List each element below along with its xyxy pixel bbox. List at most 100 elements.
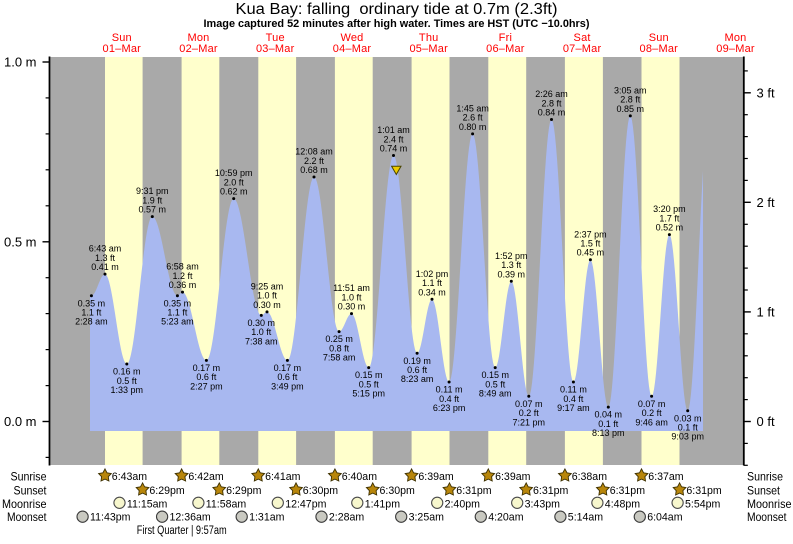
svg-text:0.11 m: 0.11 m [560, 385, 587, 395]
svg-text:0.5 m: 0.5 m [4, 234, 37, 249]
svg-text:Wed: Wed [340, 32, 363, 44]
svg-text:Moonset: Moonset [747, 510, 787, 524]
svg-text:0.41 m: 0.41 m [91, 262, 119, 272]
svg-text:11:43pm: 11:43pm [90, 512, 131, 524]
svg-text:0.57 m: 0.57 m [139, 205, 167, 215]
svg-text:2.4 ft: 2.4 ft [383, 134, 404, 144]
svg-text:0.74 m: 0.74 m [380, 144, 408, 154]
svg-text:6:04am: 6:04am [647, 512, 683, 524]
svg-text:0.4 ft: 0.4 ft [439, 394, 460, 404]
svg-text:0.6 ft: 0.6 ft [196, 372, 217, 382]
svg-text:02–Mar: 02–Mar [179, 43, 218, 55]
svg-text:0.11 m: 0.11 m [436, 385, 463, 395]
svg-text:11:58am: 11:58am [206, 499, 247, 511]
svg-text:Sunrise: Sunrise [11, 470, 47, 484]
svg-text:7:58 am: 7:58 am [323, 353, 356, 363]
svg-text:Fri: Fri [499, 32, 512, 44]
svg-text:2:40pm: 2:40pm [445, 499, 481, 511]
svg-text:1:01 am: 1:01 am [377, 125, 410, 135]
svg-text:0.07 m: 0.07 m [638, 399, 666, 409]
svg-text:1:52 pm: 1:52 pm [495, 251, 528, 261]
svg-text:1.2 ft: 1.2 ft [172, 271, 193, 281]
svg-text:07–Mar: 07–Mar [563, 43, 602, 55]
svg-text:09–Mar: 09–Mar [716, 43, 755, 55]
svg-text:11:51 am: 11:51 am [333, 283, 370, 293]
svg-text:0.4 ft: 0.4 ft [563, 394, 584, 404]
svg-text:6:39am: 6:39am [495, 471, 531, 483]
svg-text:0.35 m: 0.35 m [164, 298, 192, 308]
svg-text:10:59 pm: 10:59 pm [215, 168, 253, 178]
svg-text:Mon: Mon [188, 32, 210, 44]
svg-text:2.0 ft: 2.0 ft [224, 177, 245, 187]
svg-text:Sat: Sat [574, 32, 591, 44]
svg-text:6:37am: 6:37am [648, 471, 684, 483]
svg-text:2.6 ft: 2.6 ft [463, 113, 484, 123]
svg-text:9:03 pm: 9:03 pm [671, 432, 704, 442]
svg-text:0.15 m: 0.15 m [355, 370, 383, 380]
svg-text:03–Mar: 03–Mar [256, 43, 295, 55]
svg-text:3:43pm: 3:43pm [525, 499, 561, 511]
svg-text:2:26 am: 2:26 am [535, 89, 568, 99]
svg-text:Kua Bay: falling ordinary tid: Kua Bay: falling ordinary tide at 0.7m (… [236, 1, 558, 18]
svg-text:0.6 ft: 0.6 ft [277, 372, 298, 382]
svg-text:1.0 ft: 1.0 ft [341, 292, 362, 302]
svg-text:9:17 am: 9:17 am [557, 403, 590, 413]
svg-text:6:43 am: 6:43 am [89, 244, 122, 254]
svg-text:1:45 am: 1:45 am [456, 104, 489, 114]
svg-text:2:28 am: 2:28 am [75, 317, 108, 327]
svg-text:0.80 m: 0.80 m [459, 122, 487, 132]
svg-text:0.1 ft: 0.1 ft [678, 423, 699, 433]
svg-text:6:40am: 6:40am [342, 471, 378, 483]
svg-text:0.39 m: 0.39 m [498, 269, 526, 279]
svg-text:0 ft: 0 ft [757, 414, 775, 429]
svg-text:Sunset: Sunset [14, 484, 48, 498]
svg-text:6:31pm: 6:31pm [610, 485, 646, 497]
svg-text:0.35 m: 0.35 m [78, 298, 106, 308]
svg-text:Image captured 52 minutes afte: Image captured 52 minutes after high wat… [204, 18, 590, 30]
svg-text:12:36am: 12:36am [170, 512, 211, 524]
svg-text:0.34 m: 0.34 m [418, 287, 446, 297]
svg-text:1.3 ft: 1.3 ft [501, 260, 522, 270]
svg-text:Mon: Mon [725, 32, 747, 44]
svg-text:2 ft: 2 ft [757, 195, 775, 210]
svg-text:3:49 pm: 3:49 pm [271, 381, 304, 391]
svg-text:3 ft: 3 ft [757, 85, 775, 100]
svg-text:Thu: Thu [419, 32, 439, 44]
svg-text:7:38 am: 7:38 am [245, 336, 278, 346]
svg-text:12:47pm: 12:47pm [285, 499, 326, 511]
svg-text:Moonrise: Moonrise [747, 497, 792, 511]
svg-text:9:46 am: 9:46 am [635, 417, 668, 427]
svg-text:6:29pm: 6:29pm [149, 485, 185, 497]
svg-text:0.04 m: 0.04 m [595, 410, 623, 420]
svg-text:0.2 ft: 0.2 ft [519, 408, 540, 418]
svg-text:4:20am: 4:20am [488, 512, 524, 524]
svg-text:0.52 m: 0.52 m [656, 223, 684, 233]
svg-text:6:39am: 6:39am [418, 471, 454, 483]
svg-text:5:14am: 5:14am [568, 512, 604, 524]
svg-text:6:42am: 6:42am [188, 471, 224, 483]
svg-text:Sunset: Sunset [747, 484, 781, 498]
svg-text:6:31pm: 6:31pm [533, 485, 569, 497]
svg-text:01–Mar: 01–Mar [103, 43, 142, 55]
svg-text:0.30 m: 0.30 m [253, 300, 281, 310]
svg-text:3:25am: 3:25am [409, 512, 445, 524]
svg-text:6:31pm: 6:31pm [456, 485, 492, 497]
svg-text:4:48pm: 4:48pm [605, 499, 641, 511]
svg-text:0.45 m: 0.45 m [577, 248, 605, 258]
svg-text:5:23 am: 5:23 am [161, 317, 194, 327]
svg-text:1.0 ft: 1.0 ft [257, 291, 278, 301]
svg-text:0.5 ft: 0.5 ft [117, 376, 138, 386]
svg-text:7:21 pm: 7:21 pm [513, 417, 546, 427]
svg-text:Moonrise: Moonrise [2, 497, 47, 511]
svg-text:0.30 m: 0.30 m [338, 302, 366, 312]
svg-text:8:49 am: 8:49 am [479, 389, 512, 399]
svg-text:0.62 m: 0.62 m [220, 187, 248, 197]
svg-text:2.8 ft: 2.8 ft [541, 98, 562, 108]
svg-text:1.1 ft: 1.1 ft [422, 278, 443, 288]
svg-text:1:33 pm: 1:33 pm [111, 385, 144, 395]
svg-text:0.17 m: 0.17 m [193, 363, 221, 373]
svg-text:12:08 am: 12:08 am [295, 147, 333, 157]
svg-text:0.03 m: 0.03 m [674, 413, 702, 423]
svg-text:6:30pm: 6:30pm [303, 485, 339, 497]
svg-text:6:41am: 6:41am [265, 471, 301, 483]
